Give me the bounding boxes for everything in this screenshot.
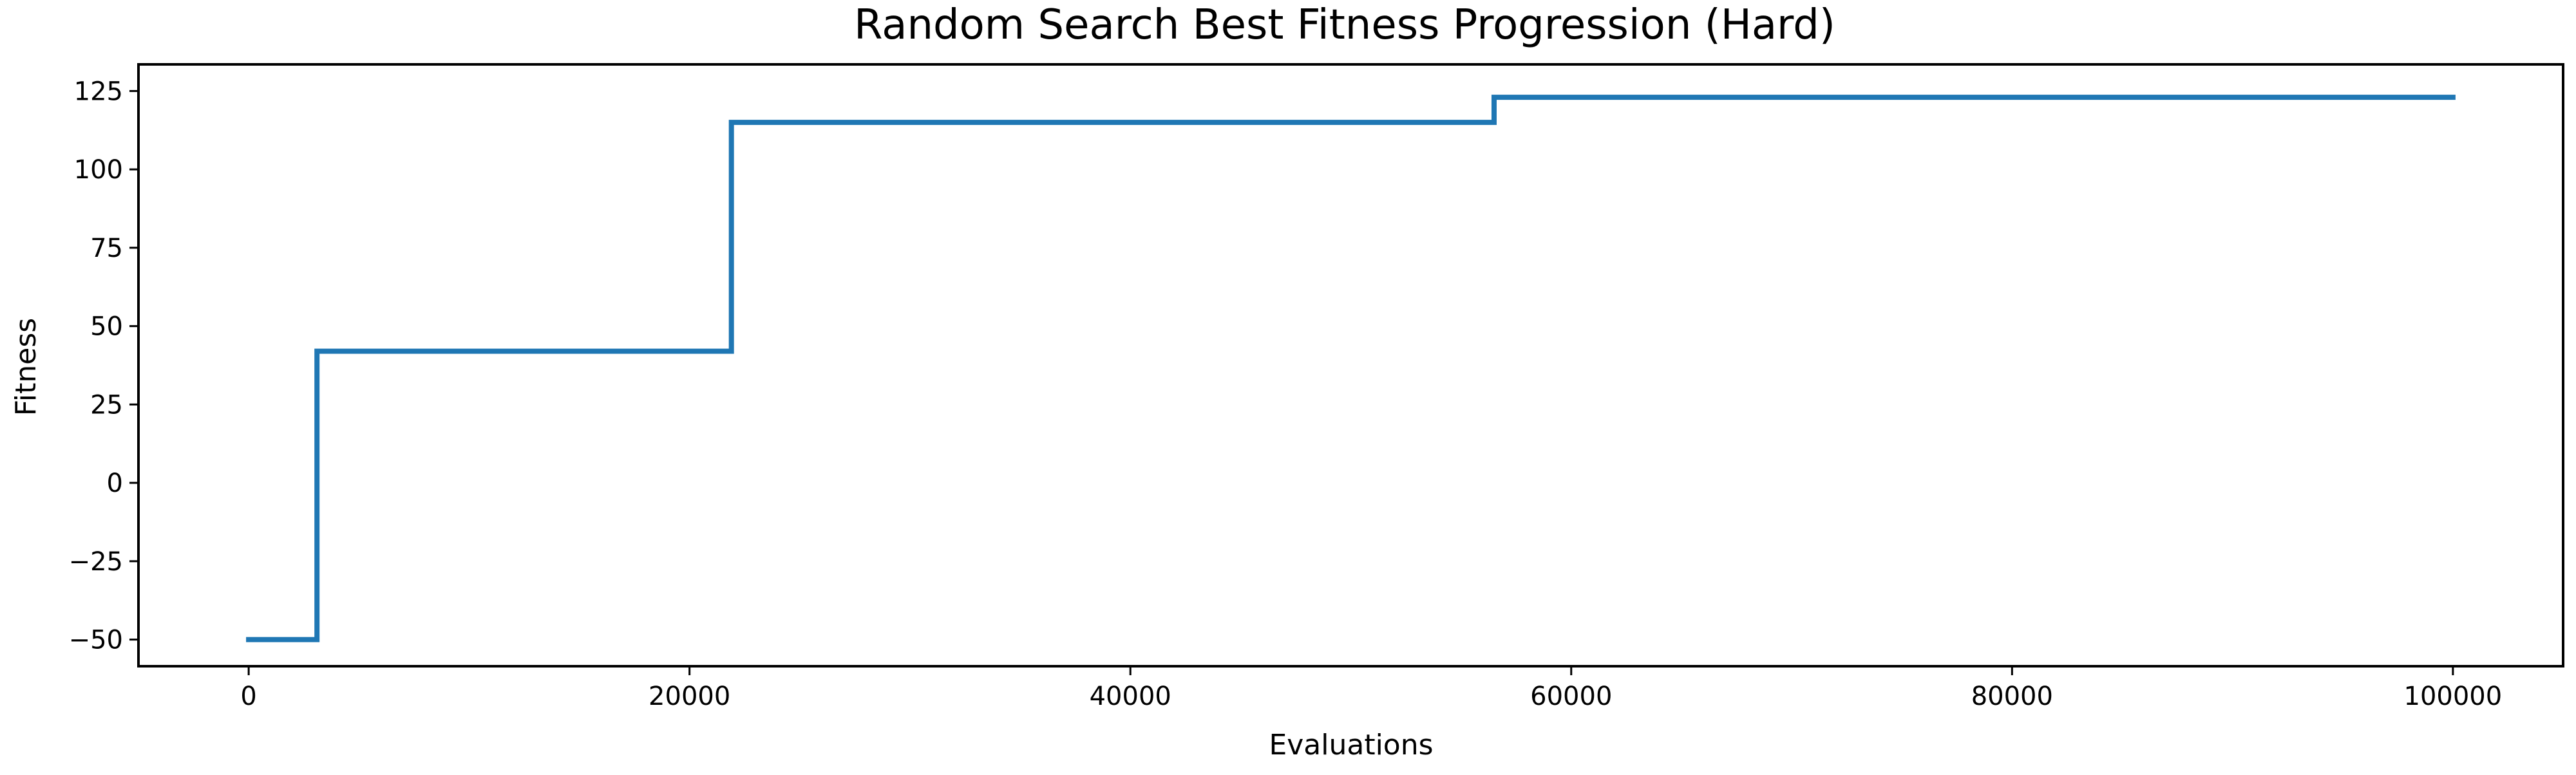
y-axis-ticks: −50 −25 0 25 50 75 100 125	[69, 77, 138, 655]
x-tick-label: 80000	[1971, 682, 2053, 711]
x-tick-label: 0	[240, 682, 256, 711]
chart-title: Random Search Best Fitness Progression (…	[854, 1, 1835, 49]
x-tick-label: 60000	[1530, 682, 1612, 711]
x-axis-title: Evaluations	[1269, 729, 1433, 761]
axes-frame	[137, 63, 2564, 668]
y-tick-label: 75	[90, 234, 123, 263]
y-tick-label: 50	[90, 312, 123, 342]
y-tick-label: −50	[69, 626, 123, 655]
y-tick-label: 0	[107, 469, 123, 498]
x-tick-label: 100000	[2404, 682, 2503, 711]
plot-area	[246, 95, 2456, 642]
x-tick-label: 20000	[649, 682, 730, 711]
y-tick-label: −25	[69, 547, 123, 577]
series-line-0	[246, 95, 2456, 642]
y-tick-label: 25	[90, 390, 123, 420]
x-tick-label: 40000	[1090, 682, 1171, 711]
x-axis-ticks: 0 20000 40000 60000 80000 100000	[240, 666, 2502, 711]
y-tick-label: 125	[74, 77, 123, 106]
y-tick-label: 100	[74, 155, 123, 185]
y-axis-title: Fitness	[10, 318, 43, 416]
